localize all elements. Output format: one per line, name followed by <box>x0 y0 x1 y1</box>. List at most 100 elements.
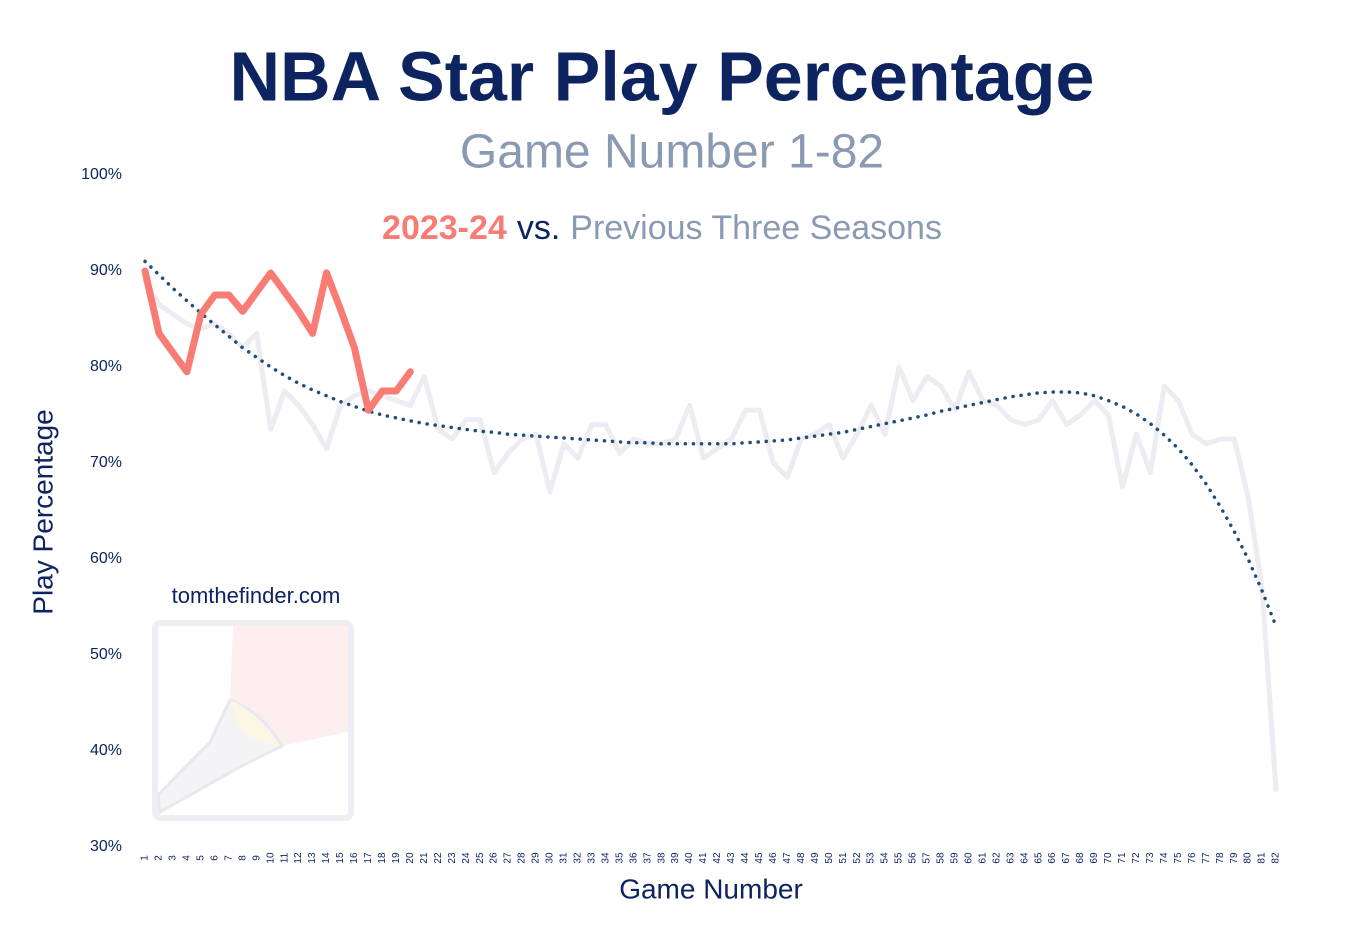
x-tick-label: 44 <box>740 852 751 864</box>
x-tick-label: 52 <box>852 852 863 864</box>
x-axis-label: Game Number <box>619 873 803 904</box>
x-tick-label: 31 <box>559 852 570 864</box>
x-tick-label: 69 <box>1089 852 1100 864</box>
x-tick-label: 35 <box>614 852 625 864</box>
x-tick-label: 53 <box>866 852 877 864</box>
x-tick-label: 78 <box>1215 852 1226 864</box>
x-tick-label: 71 <box>1117 852 1128 864</box>
y-tick-label: 90% <box>90 262 122 279</box>
x-tick-label: 43 <box>726 852 737 864</box>
x-tick-label: 45 <box>754 852 765 864</box>
x-tick-label: 49 <box>810 852 821 864</box>
x-tick-label: 48 <box>796 852 807 864</box>
x-tick-label: 79 <box>1229 852 1240 864</box>
x-tick-label: 2 <box>154 855 165 861</box>
legend: 2023-24 vs. Previous Three Seasons <box>382 209 942 247</box>
x-tick-label: 8 <box>237 855 248 861</box>
legend-separator: vs. <box>517 209 560 247</box>
y-tick-label: 30% <box>90 838 122 855</box>
x-tick-label: 77 <box>1201 852 1212 864</box>
x-tick-label: 34 <box>600 852 611 864</box>
x-tick-label: 3 <box>168 855 179 861</box>
x-tick-label: 38 <box>656 852 667 864</box>
x-tick-label: 1 <box>140 855 151 861</box>
x-tick-label: 41 <box>698 852 709 864</box>
x-tick-label: 27 <box>503 852 514 864</box>
x-tick-label: 13 <box>307 852 318 864</box>
x-tick-label: 26 <box>489 852 500 864</box>
x-tick-label: 37 <box>642 852 653 864</box>
x-tick-label: 62 <box>991 852 1002 864</box>
x-tick-label: 82 <box>1271 852 1282 864</box>
x-tick-label: 76 <box>1187 852 1198 864</box>
x-tick-label: 67 <box>1061 852 1072 864</box>
x-tick-label: 54 <box>880 852 891 864</box>
x-tick-label: 40 <box>684 852 695 864</box>
x-tick-label: 23 <box>447 852 458 864</box>
y-tick-label: 70% <box>90 454 122 471</box>
x-tick-label: 66 <box>1047 852 1058 864</box>
x-tick-label: 60 <box>963 852 974 864</box>
x-tick-label: 72 <box>1131 852 1142 864</box>
x-tick-label: 14 <box>321 852 332 864</box>
x-tick-label: 70 <box>1103 852 1114 864</box>
x-tick-label: 59 <box>949 852 960 864</box>
x-tick-label: 33 <box>586 852 597 864</box>
x-tick-label: 21 <box>419 852 430 864</box>
logo <box>152 620 354 821</box>
y-tick-label: 50% <box>90 646 122 663</box>
chart-title: NBA Star Play Percentage <box>230 37 1095 115</box>
x-tick-label: 55 <box>894 852 905 864</box>
x-tick-label: 24 <box>461 852 472 864</box>
x-tick-label: 4 <box>182 855 193 861</box>
x-tick-label: 12 <box>293 852 304 864</box>
x-tick-label: 81 <box>1257 852 1268 864</box>
x-tick-label: 64 <box>1019 852 1030 864</box>
x-tick-label: 11 <box>279 852 290 863</box>
x-tick-label: 39 <box>670 852 681 864</box>
line-series <box>143 259 1278 628</box>
y-tick-label: 40% <box>90 742 122 759</box>
x-tick-label: 22 <box>433 852 444 864</box>
x-tick-label: 18 <box>377 852 388 864</box>
x-tick-label: 56 <box>908 852 919 864</box>
x-tick-label: 29 <box>531 852 542 864</box>
y-axis-label: Play Percentage <box>27 409 58 614</box>
x-tick-label: 5 <box>195 855 206 861</box>
x-tick-label: 32 <box>572 852 583 864</box>
x-tick-label: 65 <box>1033 852 1044 864</box>
x-tick-label: 10 <box>265 852 276 864</box>
x-tick-label: 19 <box>391 852 402 864</box>
y-tick-label: 60% <box>90 550 122 567</box>
x-tick-label: 42 <box>712 852 723 864</box>
line-series <box>142 278 1279 792</box>
x-tick-label: 75 <box>1173 852 1184 864</box>
x-tick-label: 17 <box>363 852 374 864</box>
x-tick-label: 63 <box>1005 852 1016 864</box>
line-series <box>141 267 414 414</box>
x-tick-label: 15 <box>335 852 346 864</box>
x-tick-label: 80 <box>1243 852 1254 864</box>
x-tick-label: 61 <box>977 852 988 864</box>
legend-entry: 2023-24 <box>382 209 507 247</box>
x-tick-label: 20 <box>405 852 416 864</box>
x-tick-label: 6 <box>209 855 220 861</box>
x-tick-label: 50 <box>824 852 835 864</box>
x-tick-label: 58 <box>936 852 947 864</box>
x-tick-label: 36 <box>628 852 639 864</box>
chart-subtitle: Game Number 1-82 <box>460 126 884 179</box>
x-tick-label: 73 <box>1145 852 1156 864</box>
x-tick-label: 9 <box>251 855 262 861</box>
x-tick-label: 74 <box>1159 852 1170 864</box>
x-tick-label: 46 <box>768 852 779 864</box>
x-tick-label: 57 <box>922 852 933 864</box>
x-tick-label: 30 <box>545 852 556 864</box>
x-tick-label: 16 <box>349 852 360 864</box>
x-tick-label: 47 <box>782 852 793 864</box>
x-tick-label: 68 <box>1075 852 1086 864</box>
legend-entry: Previous Three Seasons <box>570 209 942 247</box>
annotation: tomthefinder.com <box>172 583 341 608</box>
y-tick-label: 80% <box>90 358 122 375</box>
y-tick-label: 100% <box>81 166 122 183</box>
